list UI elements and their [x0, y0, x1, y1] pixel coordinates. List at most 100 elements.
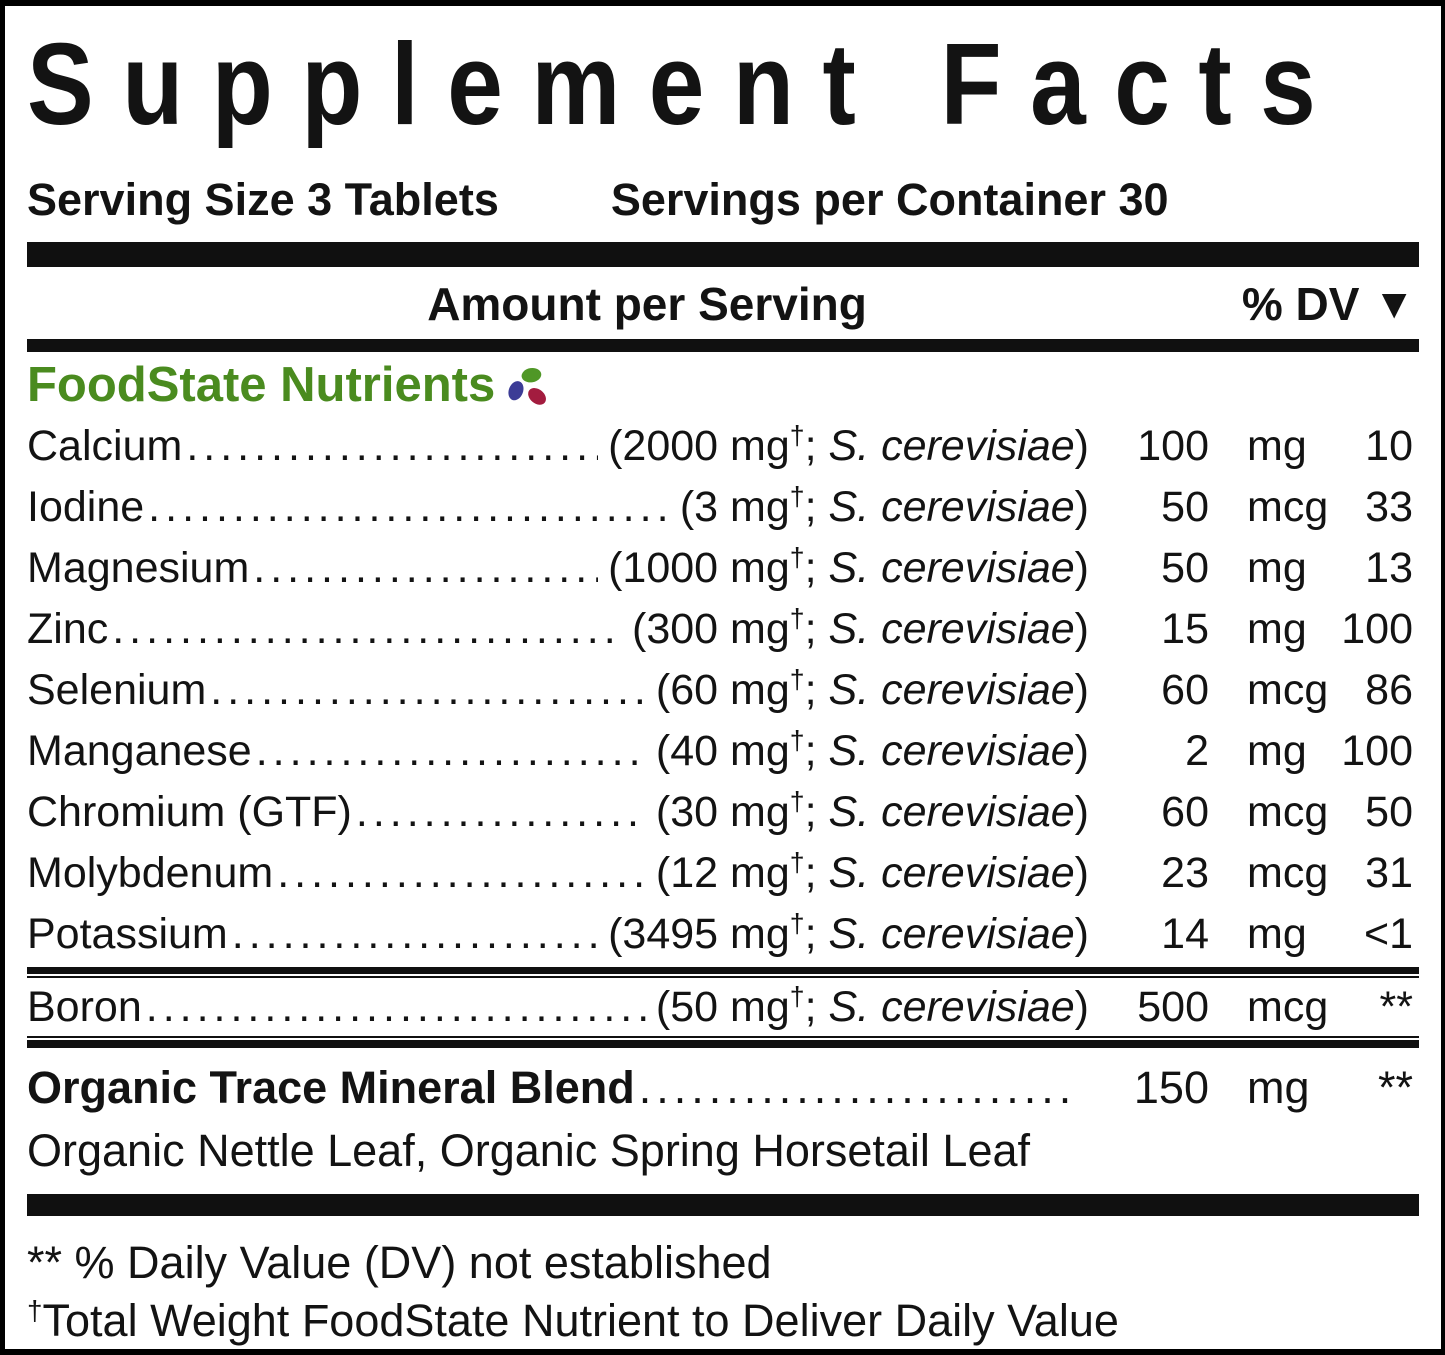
nutrient-source: (1000 mg†; S. cerevisiae) [608, 542, 1089, 592]
nutrient-rows: Calcium (2000 mg†; S. cerevisiae) 100 mg… [27, 416, 1419, 965]
table-row-blend: Organic Trace Mineral Blend 150 mg ** [27, 1056, 1419, 1120]
nutrient-source: (50 mg†; S. cerevisiae) [655, 981, 1089, 1031]
nutrient-dv: 100 [1341, 727, 1413, 775]
nutrient-dv: 50 [1365, 788, 1413, 836]
dotted-leader [356, 782, 646, 843]
nutrient-dv: 10 [1365, 422, 1413, 470]
dotted-leader [639, 1056, 1079, 1120]
table-row: Chromium (GTF) (30 mg†; S. cerevisiae) 6… [27, 782, 1419, 843]
nutrient-unit: mcg [1247, 483, 1329, 531]
dv-header-label: % DV [1241, 278, 1360, 330]
nutrient-name: Selenium [27, 666, 207, 714]
nutrient-name: Iodine [27, 483, 145, 531]
nutrient-name: Zinc [27, 605, 109, 653]
table-row: Calcium (2000 mg†; S. cerevisiae) 100 mg… [27, 416, 1419, 477]
nutrient-source: (3495 mg†; S. cerevisiae) [608, 908, 1089, 958]
nutrient-dv: 100 [1341, 605, 1413, 653]
foodstate-logo-icon [508, 368, 547, 405]
divider-below-boron [27, 1036, 1419, 1048]
nutrient-name: Potassium [27, 910, 228, 958]
dv-header-group: % DV ▼ [1242, 277, 1415, 331]
nutrient-name: Molybdenum [27, 849, 274, 897]
nutrient-dv: 86 [1365, 666, 1413, 714]
divider-thick-top [27, 242, 1419, 267]
nutrient-source: (300 mg†; S. cerevisiae) [632, 603, 1089, 653]
nutrient-dv: <1 [1363, 910, 1413, 958]
nutrient-amount: 50 [1161, 544, 1209, 592]
nutrient-source: (12 mg†; S. cerevisiae) [655, 847, 1089, 897]
blend-unit: mg [1247, 1062, 1310, 1113]
nutrient-amount: 60 [1161, 788, 1209, 836]
nutrient-unit: mg [1247, 910, 1307, 958]
table-row: Molybdenum (12 mg†; S. cerevisiae) 23 mc… [27, 843, 1419, 904]
dagger-note-text: Total Weight FoodState Nutrient to Deliv… [42, 1295, 1119, 1346]
panel-title: Supplement Facts [27, 19, 1345, 150]
nutrient-name: Chromium (GTF) [27, 788, 352, 836]
nutrient-amount: 100 [1137, 422, 1209, 470]
nutrient-amount: 15 [1161, 605, 1209, 653]
nutrient-source: (40 mg†; S. cerevisiae) [655, 725, 1089, 775]
nutrient-dv: 13 [1365, 544, 1413, 592]
nutrient-amount: 23 [1161, 849, 1209, 897]
nutrient-unit: mg [1247, 544, 1307, 592]
nutrient-amount: 50 [1161, 483, 1209, 531]
dotted-leader [256, 721, 646, 782]
table-row: Zinc (300 mg†; S. cerevisiae) 15 mg 100 [27, 599, 1419, 660]
nutrient-unit: mcg [1247, 849, 1329, 897]
divider-medium-header [27, 339, 1419, 352]
nutrient-unit: mg [1247, 422, 1307, 470]
amount-per-serving-header: Amount per Serving [427, 278, 867, 330]
nutrient-source: (60 mg†; S. cerevisiae) [655, 664, 1089, 714]
dotted-leader [277, 843, 646, 904]
table-row: Potassium (3495 mg†; S. cerevisiae) 14 m… [27, 904, 1419, 965]
nutrient-name: Magnesium [27, 544, 250, 592]
column-header-row: Amount per Serving % DV ▼ [27, 267, 1419, 339]
nutrient-name: Calcium [27, 422, 183, 470]
nutrient-unit: mg [1247, 727, 1307, 775]
section-heading-row: FoodState Nutrients [27, 356, 1419, 414]
table-row: Manganese (40 mg†; S. cerevisiae) 2 mg 1… [27, 721, 1419, 782]
blend-ingredients: Organic Nettle Leaf, Organic Spring Hors… [27, 1125, 1031, 1176]
nutrient-source: (3 mg†; S. cerevisiae) [679, 481, 1089, 531]
table-row: Selenium (60 mg†; S. cerevisiae) 60 mcg … [27, 660, 1419, 721]
blend-name: Organic Trace Mineral Blend [27, 1062, 635, 1113]
nutrient-amount: 500 [1137, 983, 1209, 1031]
dotted-leader [112, 599, 622, 660]
nutrient-name: Boron [27, 983, 142, 1031]
serving-info-row: Serving Size 3 Tablets Servings per Cont… [27, 174, 1419, 226]
table-row: Iodine (3 mg†; S. cerevisiae) 50 mcg 33 [27, 477, 1419, 538]
footnote-dv: ** % Daily Value (DV) not established [27, 1237, 772, 1288]
panel-title-wrap: Supplement Facts [27, 16, 1419, 166]
nutrient-unit: mcg [1247, 788, 1329, 836]
nutrient-source: (2000 mg†; S. cerevisiae) [608, 420, 1089, 470]
nutrient-source: (30 mg†; S. cerevisiae) [655, 786, 1089, 836]
dagger-symbol: † [27, 1295, 43, 1326]
dotted-leader [232, 904, 598, 965]
dotted-leader [146, 978, 646, 1036]
nutrient-unit: mcg [1247, 983, 1329, 1031]
nutrient-dv: ** [1379, 983, 1413, 1031]
nutrient-name: Manganese [27, 727, 252, 775]
table-row: Boron (50 mg†; S. cerevisiae) 500 mcg ** [27, 978, 1419, 1036]
dotted-leader [148, 477, 670, 538]
nutrient-amount: 60 [1161, 666, 1209, 714]
nutrient-amount: 14 [1161, 910, 1209, 958]
nutrient-amount: 2 [1185, 727, 1209, 775]
nutrient-unit: mcg [1247, 666, 1329, 714]
table-row: Magnesium (1000 mg†; S. cerevisiae) 50 m… [27, 538, 1419, 599]
serving-size-label: Serving Size 3 Tablets [27, 174, 499, 225]
divider-thick-footer [27, 1194, 1419, 1216]
blend-amount: 150 [1133, 1062, 1209, 1113]
down-triangle-icon: ▼ [1373, 280, 1415, 327]
nutrient-unit: mg [1247, 605, 1307, 653]
boron-row-block: Boron (50 mg†; S. cerevisiae) 500 mcg ** [27, 978, 1419, 1036]
dotted-leader [186, 416, 598, 477]
footnote-dagger: †Total Weight FoodState Nutrient to Deli… [27, 1292, 1419, 1349]
dotted-leader [253, 538, 598, 599]
foodstate-nutrients-heading: FoodState Nutrients [27, 358, 496, 412]
divider-above-boron [27, 967, 1419, 978]
nutrient-dv: 31 [1365, 849, 1413, 897]
blend-dv: ** [1377, 1062, 1413, 1113]
dotted-leader [210, 660, 646, 721]
